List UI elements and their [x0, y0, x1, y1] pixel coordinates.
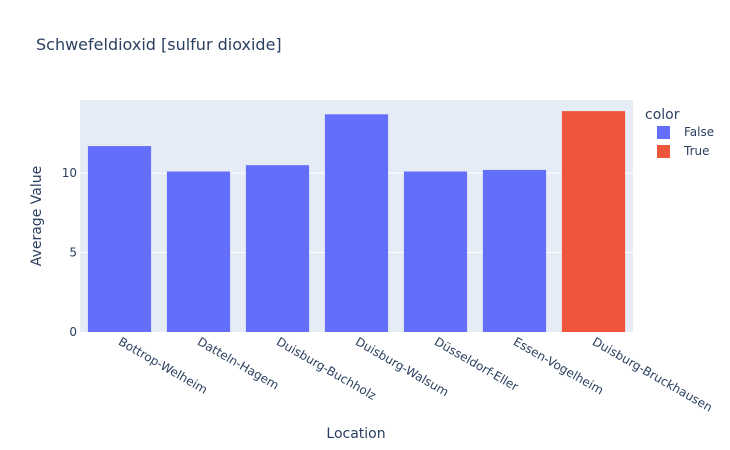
legend[interactable]: color False True [645, 107, 714, 158]
bar-5[interactable] [403, 171, 468, 332]
legend-swatch-false[interactable] [657, 126, 670, 139]
y-tick-labels: 0 5 10 [62, 166, 77, 339]
bar-6[interactable] [482, 169, 547, 332]
x-tick-label: Duisburg-Bruckhausen [590, 334, 715, 414]
y-axis-title: Average Value [29, 166, 45, 266]
bar-2[interactable] [166, 171, 231, 332]
legend-swatch-true[interactable] [657, 145, 670, 158]
y-tick-label: 0 [69, 325, 77, 339]
bar-7[interactable] [561, 111, 626, 332]
legend-label-false: False [684, 125, 714, 139]
chart-title: Schwefeldioxid [sulfur dioxide] [36, 35, 282, 54]
bar-3[interactable] [245, 165, 310, 332]
bar-1[interactable] [87, 146, 152, 332]
bars [87, 111, 626, 333]
legend-label-true: True [683, 144, 710, 158]
x-tick-labels: Bottrop-WelheimDatteln-HagemDuisburg-Buc… [116, 334, 715, 414]
y-tick-label: 5 [69, 246, 77, 260]
y-tick-label: 10 [62, 166, 77, 180]
legend-title: color [645, 107, 680, 123]
bar-4[interactable] [324, 114, 389, 333]
x-axis-title: Location [326, 426, 385, 442]
